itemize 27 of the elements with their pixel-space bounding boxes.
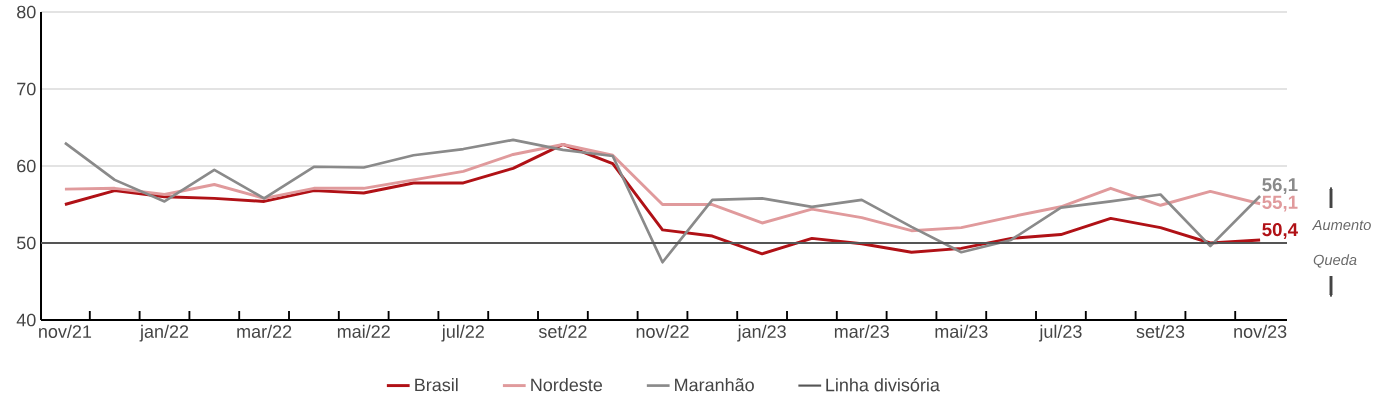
x-tick-label: set/22	[538, 324, 587, 338]
x-tick-label: set/23	[1136, 324, 1185, 338]
x-tick-label: nov/23	[1234, 324, 1287, 338]
x-tick-label: nov/21	[39, 324, 92, 338]
data-label: 55,1	[1262, 195, 1298, 212]
text: Aumento	[1311, 219, 1371, 231]
x-tick-label: mar/22	[237, 324, 292, 338]
legend-label: Maranhão	[675, 378, 754, 392]
x-tick-label: jul/22	[441, 324, 484, 342]
legend-label: Linha divisória	[826, 377, 940, 392]
y-tick-label: 80	[17, 5, 36, 19]
legend-label: Brasil	[415, 378, 458, 392]
data-label: 56,1	[1262, 178, 1298, 194]
y-tick-label: 60	[17, 159, 36, 173]
data-label: 50,4	[1262, 222, 1298, 239]
x-tick-label: nov/22	[636, 324, 689, 338]
y-tick-label: 40	[16, 313, 36, 327]
x-tick-label: mar/23	[834, 324, 889, 338]
x-tick-label: jan/23	[737, 324, 786, 342]
y-tick-label: 70	[17, 82, 36, 96]
y-tick-label: 50	[16, 236, 36, 250]
x-tick-label: jul/23	[1038, 324, 1082, 342]
legend-label: Nordeste	[531, 378, 603, 392]
x-tick-label: mai/22	[337, 324, 390, 338]
text: Queda	[1313, 254, 1357, 268]
x-tick-label: mai/23	[935, 324, 988, 338]
x-tick-label: jan/22	[139, 324, 189, 342]
